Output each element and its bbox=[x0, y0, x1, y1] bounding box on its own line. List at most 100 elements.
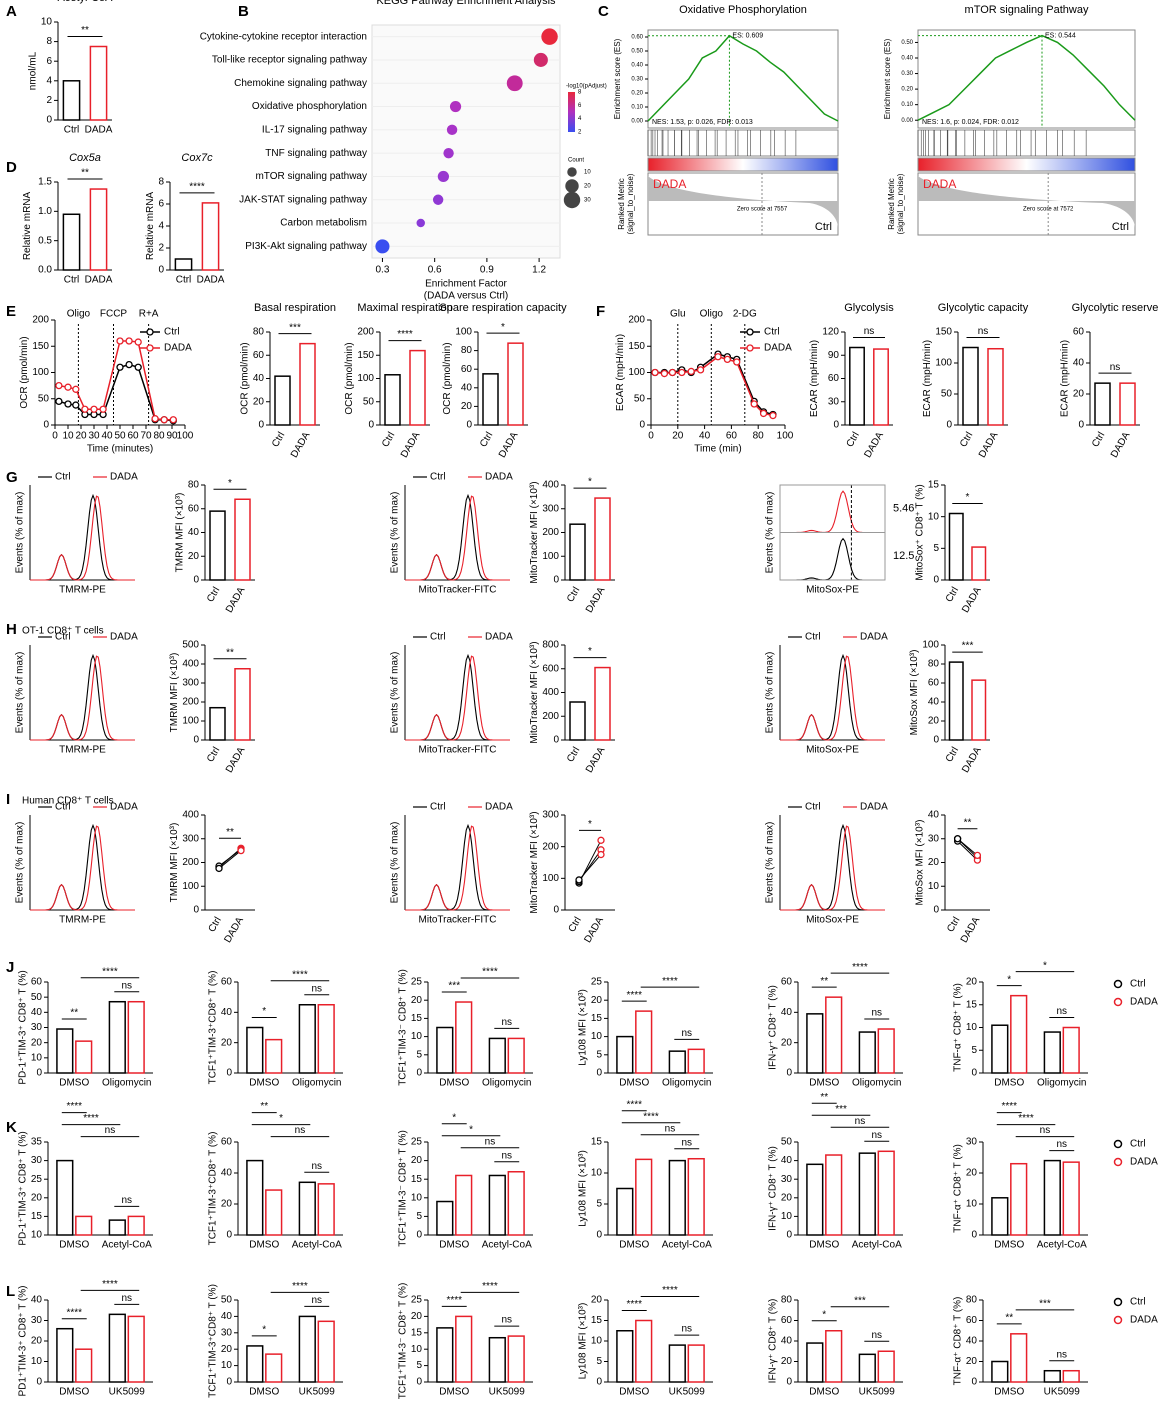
legend-label: Ctrl bbox=[430, 802, 446, 813]
significance-label: ns bbox=[864, 326, 875, 337]
histogram-curve bbox=[405, 495, 510, 581]
bar bbox=[127, 1000, 145, 1074]
histogram-curve bbox=[30, 653, 135, 741]
y-tick-label: 80 bbox=[966, 1295, 978, 1306]
bar bbox=[265, 1038, 283, 1074]
point bbox=[575, 876, 583, 884]
bar bbox=[858, 1152, 876, 1236]
bar bbox=[108, 1313, 126, 1383]
legend-label: DADA bbox=[110, 472, 138, 483]
y-tick-label: 50 bbox=[221, 1295, 233, 1306]
x-tick-label: 100 bbox=[177, 431, 194, 442]
histogram-curve bbox=[780, 655, 885, 741]
significance-label: **** bbox=[1001, 1101, 1017, 1112]
significance-label: ns bbox=[978, 326, 989, 337]
x-tick-label: Ctrl bbox=[64, 275, 80, 286]
y-tick-label: 20 bbox=[221, 1344, 233, 1355]
x-tick-label: 100 bbox=[777, 431, 794, 442]
y-tick-label: 0 bbox=[596, 1230, 602, 1241]
up-label: DADA bbox=[653, 177, 686, 191]
significance-label: * bbox=[1043, 960, 1047, 971]
y-axis-label: TMRM MFI (×10³) bbox=[174, 493, 185, 573]
y-tick-label: 500 bbox=[182, 640, 199, 651]
bar bbox=[298, 1181, 316, 1236]
x-tick-label: DADA bbox=[584, 585, 608, 615]
colorbar-title: -log10(pAdjust) bbox=[566, 84, 607, 90]
bar bbox=[234, 668, 251, 741]
x-tick-label: DADA bbox=[862, 430, 886, 460]
plot-frame bbox=[779, 484, 886, 581]
point bbox=[759, 409, 768, 418]
bar bbox=[317, 1320, 335, 1383]
x-tick-label: Ctrl bbox=[270, 430, 287, 449]
y-tick-label: 300 bbox=[542, 810, 559, 821]
category-label: JAK-STAT signaling pathway bbox=[239, 194, 367, 205]
metric-label: (signal_to_noise) bbox=[626, 173, 635, 234]
bar bbox=[507, 1037, 525, 1074]
x-tick-label: Ctrl bbox=[478, 430, 495, 449]
y-tick-label: 600 bbox=[542, 663, 559, 674]
bar bbox=[89, 45, 108, 121]
chart-title: Glycolytic capacity bbox=[938, 302, 1029, 314]
significance-label: ns bbox=[681, 1137, 692, 1148]
dot bbox=[432, 194, 444, 205]
x-tick-label: DMSO bbox=[439, 1387, 469, 1398]
significance-label: ** bbox=[964, 817, 972, 828]
significance-label: *** bbox=[448, 981, 460, 992]
y-tick-label: 25 bbox=[411, 977, 423, 988]
y-tick-label: 0 bbox=[971, 1230, 977, 1241]
significance-label: ns bbox=[1056, 1139, 1067, 1150]
significance-label: **** bbox=[662, 1285, 678, 1296]
x-tick-label: DADA bbox=[399, 430, 423, 460]
x-axis-label: TMRM-PE bbox=[59, 585, 106, 596]
significance-label: ns bbox=[121, 980, 132, 991]
significance-label: **** bbox=[662, 976, 678, 987]
y-axis-label: Events (% of max) bbox=[765, 822, 776, 904]
legend-label: DADA bbox=[485, 632, 513, 643]
bar bbox=[825, 1154, 843, 1236]
point bbox=[64, 400, 72, 408]
significance-label: **** bbox=[626, 990, 642, 1001]
point bbox=[714, 353, 722, 361]
colorbar bbox=[568, 92, 575, 132]
point bbox=[55, 381, 63, 390]
panel-letter: K bbox=[6, 1119, 17, 1136]
y-tick-label: 20 bbox=[966, 977, 978, 988]
y-tick-label: 0.10 bbox=[631, 105, 643, 111]
y-tick-label: 10 bbox=[591, 1168, 603, 1179]
point bbox=[151, 415, 159, 423]
y-tick-label: 25 bbox=[31, 1174, 43, 1185]
metric-label: (signal_to_noise) bbox=[896, 173, 905, 234]
y-tick-label: 15 bbox=[411, 1327, 423, 1338]
significance-label: ns bbox=[485, 1136, 496, 1147]
x-tick-label: DMSO bbox=[619, 1078, 649, 1089]
y-tick-label: 0 bbox=[933, 905, 939, 916]
bar bbox=[635, 1319, 653, 1383]
y-tick-label: 40 bbox=[1073, 358, 1085, 369]
x-tick-label: 30 bbox=[88, 431, 100, 442]
metric-area bbox=[648, 176, 838, 228]
significance-label: ns bbox=[295, 1125, 306, 1136]
bar bbox=[299, 342, 316, 426]
bar bbox=[89, 188, 108, 271]
y-axis-label: Enrichment score (ES) bbox=[613, 38, 622, 119]
bar bbox=[668, 1344, 686, 1383]
y-tick-label: 0.30 bbox=[631, 77, 643, 83]
panel-letter: F bbox=[596, 303, 605, 320]
significance-label: * bbox=[588, 646, 592, 657]
y-tick-label: 0.60 bbox=[631, 35, 643, 41]
x-tick-label: 80 bbox=[153, 431, 165, 442]
significance-label: ** bbox=[81, 168, 89, 179]
significance-label: ns bbox=[855, 1116, 866, 1127]
significance-label: ns bbox=[501, 1150, 512, 1161]
significance-label: ns bbox=[871, 1130, 882, 1141]
size-legend-title: Count bbox=[568, 158, 584, 164]
histogram-curve bbox=[30, 825, 135, 911]
significance-label: ns bbox=[121, 1293, 132, 1304]
y-tick-label: 0.50 bbox=[631, 49, 643, 55]
significance-label: ns bbox=[121, 1195, 132, 1206]
point bbox=[597, 836, 605, 844]
bar bbox=[635, 1158, 653, 1236]
gate-value: 5.46 bbox=[893, 503, 914, 515]
x-tick-label: DMSO bbox=[994, 1387, 1024, 1398]
